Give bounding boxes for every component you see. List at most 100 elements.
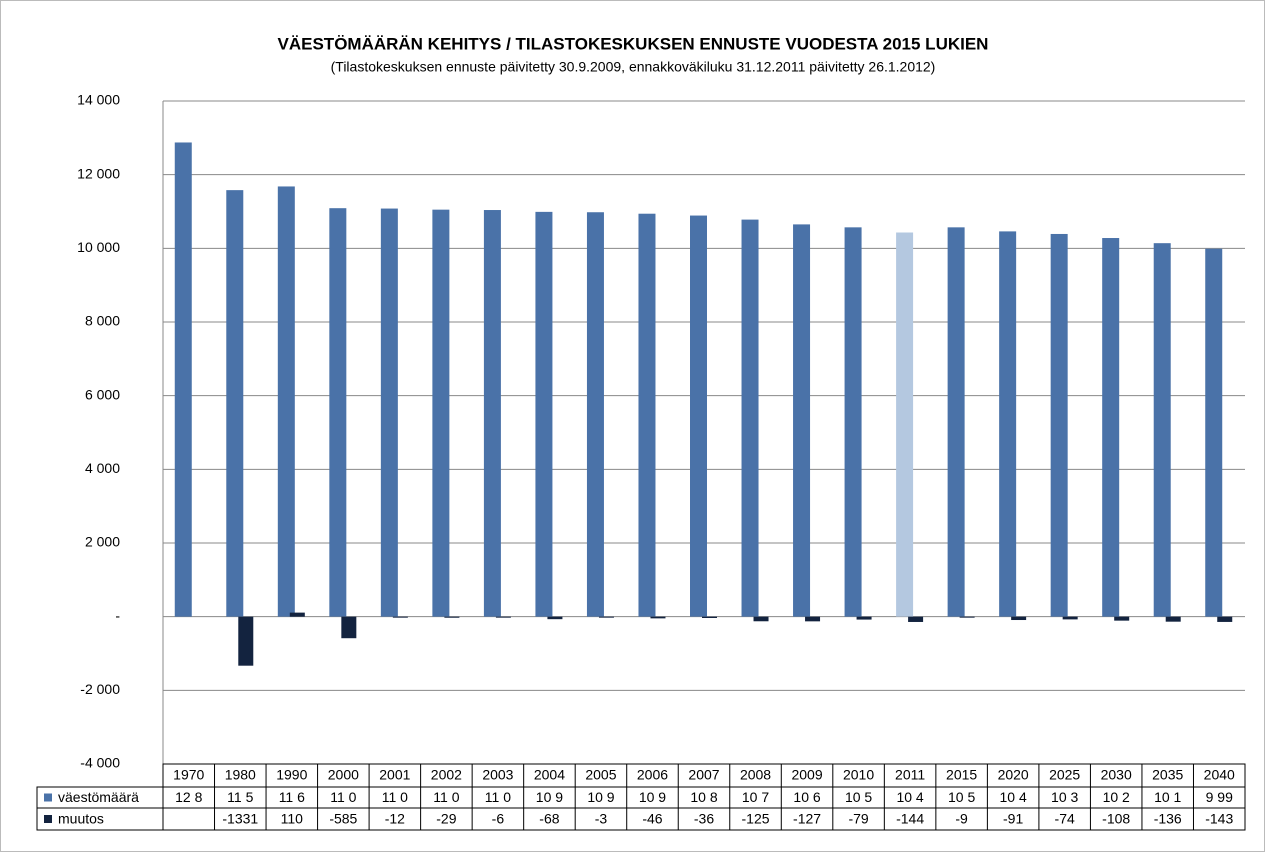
table-value: -136 bbox=[1154, 811, 1182, 827]
bar bbox=[1102, 238, 1120, 617]
bar bbox=[598, 616, 614, 618]
bar bbox=[174, 142, 192, 617]
x-tick-label: 2004 bbox=[534, 767, 565, 783]
table-value: 10 3 bbox=[1051, 789, 1078, 805]
x-tick-label: 2030 bbox=[1101, 767, 1132, 783]
table-value: -125 bbox=[742, 811, 770, 827]
bar bbox=[392, 616, 408, 618]
bar bbox=[432, 209, 450, 617]
table-value: -1331 bbox=[222, 811, 258, 827]
table-value: 10 4 bbox=[896, 789, 923, 805]
x-tick-label: 2010 bbox=[843, 767, 874, 783]
bar bbox=[702, 616, 717, 618]
x-tick-label: 2003 bbox=[482, 767, 513, 783]
table-value: -91 bbox=[1003, 811, 1023, 827]
y-tick-label: -2 000 bbox=[80, 681, 120, 697]
table-value: 10 9 bbox=[639, 789, 666, 805]
bar bbox=[896, 232, 914, 617]
table-value: -29 bbox=[436, 811, 456, 827]
table-value: 11 6 bbox=[279, 789, 305, 805]
x-tick-label: 2008 bbox=[740, 767, 771, 783]
table-value: 10 6 bbox=[793, 789, 820, 805]
bar bbox=[805, 616, 821, 622]
table-value: -9 bbox=[955, 811, 968, 827]
bar bbox=[959, 616, 975, 618]
bar bbox=[1153, 243, 1171, 617]
bar bbox=[238, 616, 254, 666]
table-value: 9 99 bbox=[1206, 789, 1233, 805]
bar bbox=[483, 210, 501, 617]
chart-subtitle: (Tilastokeskuksen ennuste päivitetty 30.… bbox=[331, 59, 936, 75]
bar bbox=[1205, 248, 1223, 617]
table-cell bbox=[36, 807, 1246, 831]
x-tick-label: 2025 bbox=[1049, 767, 1080, 783]
bar bbox=[650, 616, 666, 619]
bar bbox=[1011, 616, 1027, 621]
table-value: 110 bbox=[281, 811, 304, 827]
table-value: 10 4 bbox=[1000, 789, 1027, 805]
x-tick-label: 1990 bbox=[276, 767, 307, 783]
table-value: -74 bbox=[1055, 811, 1075, 827]
bar bbox=[844, 227, 862, 617]
legend-label: muutos bbox=[58, 811, 104, 827]
bar bbox=[380, 208, 398, 617]
table-value: -46 bbox=[642, 811, 662, 827]
y-tick-label: 14 000 bbox=[77, 92, 120, 108]
table-value: -108 bbox=[1102, 811, 1130, 827]
table-value: 10 9 bbox=[536, 789, 563, 805]
bar bbox=[793, 224, 811, 617]
table-value: 11 0 bbox=[433, 789, 459, 805]
y-tick-label: 12 000 bbox=[77, 165, 120, 181]
table-value: -79 bbox=[848, 811, 868, 827]
table-value: -144 bbox=[896, 811, 924, 827]
x-tick-label: 2000 bbox=[328, 767, 359, 783]
legend-swatch bbox=[44, 793, 52, 802]
x-tick-label: 2005 bbox=[585, 767, 616, 783]
table-value: 10 5 bbox=[845, 789, 872, 805]
bar bbox=[1114, 616, 1130, 621]
x-tick-label: 1980 bbox=[225, 767, 256, 783]
x-tick-label: 2006 bbox=[637, 767, 668, 783]
x-tick-label: 1970 bbox=[173, 767, 204, 783]
bar bbox=[1165, 616, 1181, 622]
bar bbox=[535, 211, 553, 617]
bar bbox=[1050, 233, 1068, 617]
bar bbox=[753, 616, 769, 622]
table-value: -68 bbox=[539, 811, 559, 827]
table-value: -3 bbox=[595, 811, 608, 827]
table-value: 11 0 bbox=[382, 789, 408, 805]
y-tick-label: 10 000 bbox=[77, 239, 120, 255]
table-value: 11 0 bbox=[330, 789, 356, 805]
bar bbox=[1062, 616, 1078, 620]
table-value: 10 8 bbox=[690, 789, 717, 805]
legend-swatch bbox=[44, 815, 52, 823]
table-value: 10 9 bbox=[587, 789, 614, 805]
y-tick-label: 6 000 bbox=[85, 386, 120, 402]
legend-label: väestömäärä bbox=[58, 789, 139, 805]
x-tick-label: 2020 bbox=[998, 767, 1029, 783]
table-value: -143 bbox=[1205, 811, 1233, 827]
bar bbox=[908, 616, 924, 622]
table-value: 10 5 bbox=[948, 789, 975, 805]
table-value: -127 bbox=[793, 811, 821, 827]
bar bbox=[741, 219, 759, 617]
table-value: 11 0 bbox=[485, 789, 511, 805]
bar bbox=[226, 190, 244, 617]
bar bbox=[1217, 616, 1233, 622]
bar bbox=[341, 616, 357, 639]
x-tick-label: 2015 bbox=[946, 767, 977, 783]
table-value: 10 2 bbox=[1103, 789, 1130, 805]
bar bbox=[277, 186, 295, 617]
x-tick-label: 2009 bbox=[791, 767, 822, 783]
bar bbox=[690, 215, 707, 617]
x-tick-label: 2002 bbox=[431, 767, 462, 783]
bar bbox=[586, 212, 604, 617]
table-value: 12 8 bbox=[175, 789, 202, 805]
table-value: -6 bbox=[492, 811, 505, 827]
x-tick-label: 2007 bbox=[688, 767, 719, 783]
x-tick-label: 2001 bbox=[379, 767, 410, 783]
table-value: 10 1 bbox=[1154, 789, 1181, 805]
x-tick-label: 2011 bbox=[895, 767, 925, 783]
y-tick-label: 2 000 bbox=[85, 534, 120, 550]
